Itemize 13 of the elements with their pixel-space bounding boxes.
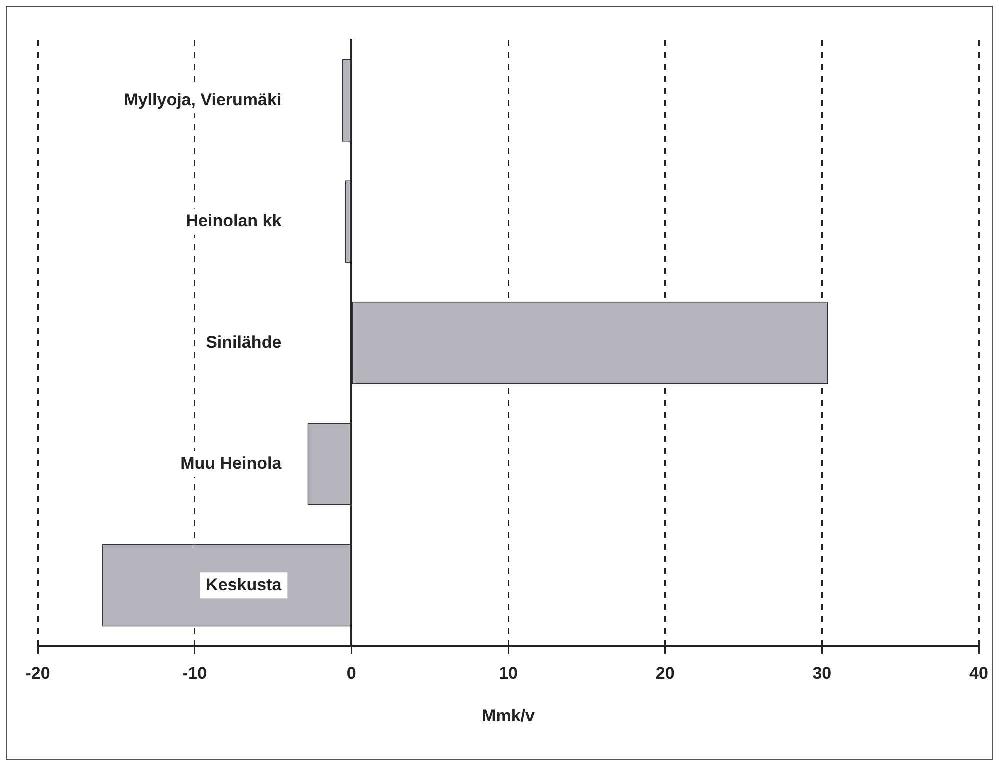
x-tick-label: 20 — [656, 664, 675, 684]
x-tick-label: 40 — [970, 664, 988, 684]
x-tick-label: 10 — [499, 664, 518, 684]
y-tick-label: Keskusta — [206, 575, 282, 594]
y-tick-label: Muu Heinola — [180, 454, 282, 474]
y-tick-label: Myllyoja, Vierumäki — [124, 90, 282, 110]
x-tick-label: -10 — [182, 664, 208, 684]
x-tick-label: 0 — [346, 664, 356, 684]
x-tick-label: -20 — [26, 664, 50, 684]
x-tick-label: 30 — [812, 664, 832, 684]
y-tick-label: Sinilähde — [206, 332, 282, 352]
x-axis-title: Mmk/v — [482, 706, 536, 726]
y-tick-label: Heinolan kk — [186, 212, 282, 231]
